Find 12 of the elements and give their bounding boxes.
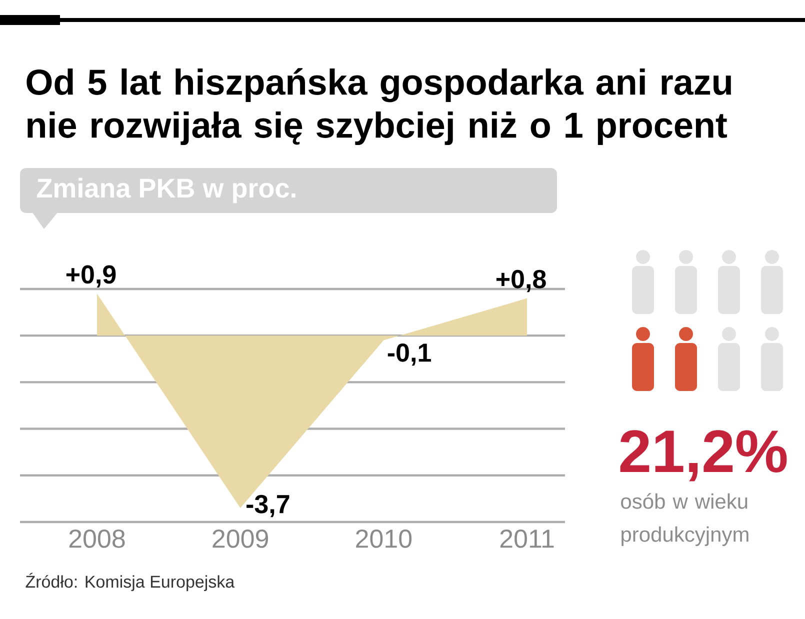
- text: Źródło: Komisja Europejska: [26, 572, 235, 592]
- data-label: -0,1: [388, 343, 431, 366]
- data-label: +0,8: [496, 270, 546, 292]
- x-tick-label: 2010: [356, 530, 412, 548]
- chart-title: Od 5 lat hiszpańska gospodarka ani razu nie rozwijała się szybciej niż o 1 procent: [26, 68, 731, 146]
- x-tick-label: 2011: [500, 530, 554, 548]
- text: osób w wieku produkcyjnym: [621, 493, 748, 546]
- text: 21,2%: [620, 430, 787, 482]
- x-tick-label: 2009: [212, 530, 268, 548]
- data-label: +0,9: [66, 265, 116, 288]
- x-tick-label: 2008: [69, 530, 125, 548]
- data-label: -3,7: [246, 494, 290, 518]
